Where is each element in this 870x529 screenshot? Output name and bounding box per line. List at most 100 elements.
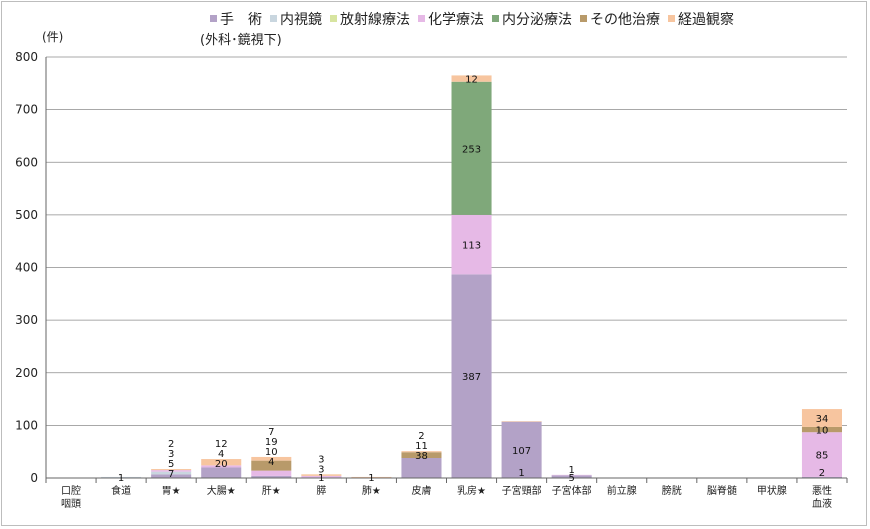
bar-segment [301,475,342,478]
category-label: 子宮頸部 [502,484,542,497]
category-label: 血液 [812,497,832,510]
bar-segment [451,274,492,478]
bar-segment [301,474,342,476]
data-label: 5 [568,473,574,484]
category-label: 食道 [111,484,131,497]
legend-swatch [330,15,337,22]
bar-segment [201,467,242,478]
data-label: 7 [168,469,174,480]
legend-label: 経過観察 [678,11,734,28]
bar-segment [801,409,842,427]
legend-label: 手 術 [220,12,262,28]
legend-label: 内分泌療法 [502,11,572,28]
data-label: 107 [512,446,531,457]
category-label: 乳房★ [457,484,486,497]
bar-segment [401,451,442,453]
y-tick-label: 200 [15,366,38,380]
bar-segment [151,471,192,475]
category-label: 大腸★ [207,484,236,497]
data-label: 253 [462,144,481,155]
data-label: 2 [168,439,174,450]
bar-segment [401,458,442,478]
data-label: 1 [568,465,574,476]
data-label: 11 [415,441,428,452]
category-label: 咽頭 [61,498,81,510]
legend: 手 術 内視鏡 放射線療法 化学療法 内分泌療法 その他治療 経過観察 [210,11,734,28]
gridlines [46,56,847,479]
data-label: 4 [218,449,224,460]
bar-segment [151,470,192,472]
category-label: 胃★ [162,485,181,497]
data-label: 7 [268,427,274,438]
data-label: 5 [168,459,174,470]
data-label: 34 [816,414,829,425]
data-label: 10 [816,426,829,437]
category-label: 口腔 [61,484,81,497]
bar-segment [501,421,542,478]
data-label: 20 [215,459,228,470]
bar-segment [201,459,242,466]
data-label: 1 [518,468,524,479]
category-label: 悪性 [812,484,832,497]
y-tick-labels: 0 100 200 300 400 500 600 700 800 [15,50,38,485]
bar-segment [201,465,242,468]
data-label: 3 [168,449,174,460]
bar-segment [251,456,292,461]
bar-segment [551,474,592,476]
bar-segment [801,426,842,433]
legend-label: 化学療法 [428,11,484,28]
legend-note: (外科･鏡視下) [200,33,282,48]
data-label: 12 [215,439,228,450]
data-label: 3 [318,464,324,475]
data-label: 2 [819,468,825,479]
bar-segment [451,75,492,82]
bar-segment [151,469,192,471]
axes [45,57,848,483]
legend-swatch [418,15,425,22]
data-label: 19 [265,437,278,448]
bars [101,75,842,478]
category-label: 子宮体部 [552,484,592,497]
legend-swatch [492,15,499,22]
legend-swatch [270,15,277,22]
data-label: 1 [318,473,324,484]
category-label: 前立腺 [607,484,637,497]
category-label: 膀胱 [662,484,682,497]
y-tick-label: 100 [15,418,38,432]
bar-segment [401,452,442,459]
bar-segment [251,475,292,478]
legend-swatch [668,15,675,22]
bar-segment [101,476,142,478]
legend-swatch [580,15,587,22]
y-tick-label: 600 [15,155,38,169]
y-tick-label: 700 [15,103,38,117]
data-label: 113 [462,241,481,252]
bar-segment [151,474,192,478]
legend-label: 内視鏡 [280,12,322,28]
y-tick-label: 800 [15,50,38,64]
category-label: 脳脊髄 [707,484,737,497]
bar-segment [501,421,542,422]
bar-segment [251,470,292,476]
bar-segment [351,476,392,478]
data-label: 10 [265,447,278,458]
legend-label: その他治療 [590,11,660,28]
data-label: 12 [465,75,478,86]
data-label: 2 [418,431,424,442]
data-label: 387 [462,372,481,383]
y-axis-label: (件) [42,30,63,44]
category-label: 膵 [316,485,326,497]
category-label: 皮膚 [411,484,431,497]
category-label: 甲状腺 [757,484,787,497]
legend-swatch [210,15,217,22]
bar-segment [251,460,292,471]
data-label: 3 [318,454,324,465]
data-label: 1 [368,473,374,484]
y-tick-label: 500 [15,208,38,222]
y-tick-label: 0 [30,471,38,485]
data-label: 4 [268,457,274,468]
y-tick-label: 300 [15,313,38,327]
